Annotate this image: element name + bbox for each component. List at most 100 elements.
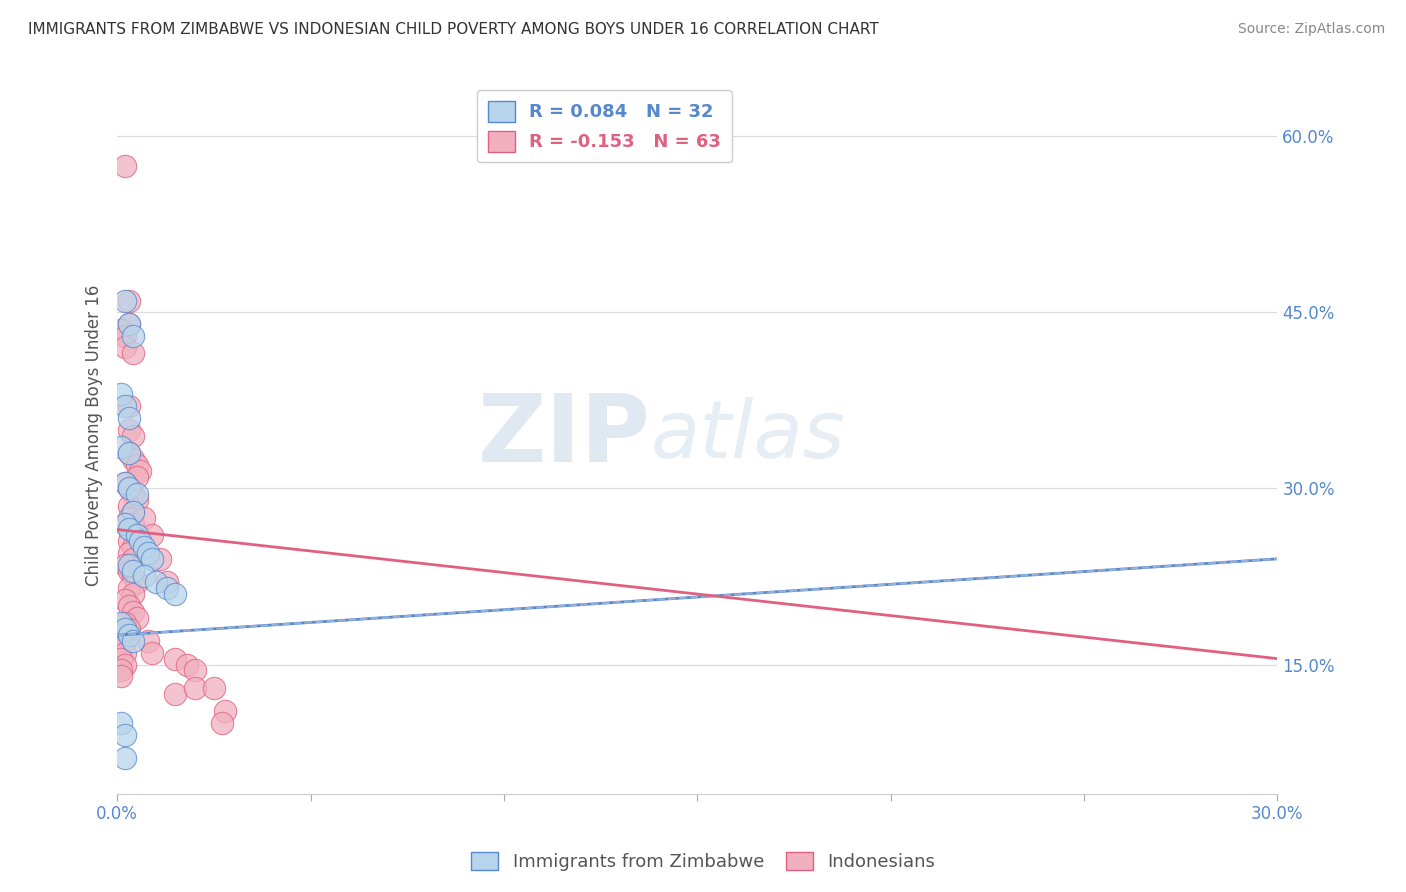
Point bbox=[149, 552, 172, 566]
Point bbox=[165, 651, 187, 665]
Point bbox=[118, 399, 141, 413]
Point bbox=[114, 475, 136, 490]
Point bbox=[121, 569, 143, 583]
Point bbox=[110, 669, 132, 683]
Point bbox=[114, 475, 136, 490]
Point bbox=[125, 528, 148, 542]
Point bbox=[118, 523, 141, 537]
Point bbox=[114, 657, 136, 672]
Point bbox=[121, 328, 143, 343]
Point bbox=[156, 581, 179, 595]
Point bbox=[134, 540, 156, 554]
Point bbox=[121, 346, 143, 360]
Point bbox=[118, 446, 141, 460]
Point bbox=[114, 558, 136, 572]
Point bbox=[114, 646, 136, 660]
Point bbox=[183, 681, 205, 695]
Point bbox=[114, 293, 136, 308]
Point bbox=[214, 705, 236, 719]
Point bbox=[121, 564, 143, 578]
Text: atlas: atlas bbox=[651, 397, 845, 475]
Point bbox=[118, 510, 141, 524]
Legend: R = 0.084   N = 32, R = -0.153   N = 63: R = 0.084 N = 32, R = -0.153 N = 63 bbox=[477, 90, 733, 162]
Point bbox=[129, 534, 152, 549]
Point bbox=[118, 581, 141, 595]
Point bbox=[136, 546, 159, 560]
Point bbox=[121, 505, 143, 519]
Point bbox=[121, 587, 143, 601]
Point bbox=[125, 469, 148, 483]
Point bbox=[134, 569, 156, 583]
Point bbox=[114, 728, 136, 742]
Text: Source: ZipAtlas.com: Source: ZipAtlas.com bbox=[1237, 22, 1385, 37]
Point bbox=[125, 575, 148, 590]
Point bbox=[118, 546, 141, 560]
Point bbox=[125, 610, 148, 624]
Point bbox=[121, 540, 143, 554]
Point bbox=[110, 716, 132, 731]
Point bbox=[121, 505, 143, 519]
Point bbox=[156, 575, 179, 590]
Point bbox=[114, 616, 136, 631]
Point bbox=[118, 499, 141, 513]
Point bbox=[110, 640, 132, 654]
Point bbox=[114, 328, 136, 343]
Point bbox=[118, 558, 141, 572]
Point bbox=[118, 446, 141, 460]
Point bbox=[141, 646, 163, 660]
Point bbox=[125, 458, 148, 472]
Point bbox=[110, 628, 132, 642]
Point bbox=[110, 323, 132, 337]
Point bbox=[165, 687, 187, 701]
Point bbox=[121, 634, 143, 648]
Point bbox=[141, 552, 163, 566]
Point bbox=[134, 510, 156, 524]
Point bbox=[118, 317, 141, 331]
Legend: Immigrants from Zimbabwe, Indonesians: Immigrants from Zimbabwe, Indonesians bbox=[464, 845, 942, 879]
Point bbox=[118, 423, 141, 437]
Point bbox=[125, 528, 148, 542]
Point bbox=[121, 428, 143, 442]
Point bbox=[125, 487, 148, 501]
Point bbox=[110, 651, 132, 665]
Point bbox=[141, 528, 163, 542]
Point bbox=[125, 493, 148, 508]
Point bbox=[176, 657, 198, 672]
Point bbox=[110, 616, 132, 631]
Text: ZIP: ZIP bbox=[478, 390, 651, 482]
Y-axis label: Child Poverty Among Boys Under 16: Child Poverty Among Boys Under 16 bbox=[86, 285, 103, 586]
Point bbox=[118, 482, 141, 496]
Point bbox=[121, 605, 143, 619]
Point bbox=[118, 628, 141, 642]
Point bbox=[121, 516, 143, 531]
Point bbox=[118, 564, 141, 578]
Point bbox=[114, 516, 136, 531]
Point bbox=[114, 341, 136, 355]
Point bbox=[121, 487, 143, 501]
Point bbox=[114, 751, 136, 765]
Point bbox=[110, 664, 132, 678]
Point bbox=[114, 622, 136, 636]
Point bbox=[114, 634, 136, 648]
Point bbox=[114, 159, 136, 173]
Point bbox=[121, 552, 143, 566]
Point bbox=[118, 411, 141, 425]
Point bbox=[110, 440, 132, 454]
Point bbox=[114, 593, 136, 607]
Point bbox=[118, 293, 141, 308]
Point bbox=[136, 634, 159, 648]
Point bbox=[118, 599, 141, 613]
Point bbox=[211, 716, 233, 731]
Text: IMMIGRANTS FROM ZIMBABWE VS INDONESIAN CHILD POVERTY AMONG BOYS UNDER 16 CORRELA: IMMIGRANTS FROM ZIMBABWE VS INDONESIAN C… bbox=[28, 22, 879, 37]
Point bbox=[129, 464, 152, 478]
Point bbox=[118, 534, 141, 549]
Point bbox=[118, 622, 141, 636]
Point bbox=[118, 482, 141, 496]
Point bbox=[202, 681, 225, 695]
Point bbox=[114, 399, 136, 413]
Point bbox=[118, 317, 141, 331]
Point bbox=[145, 575, 167, 590]
Point bbox=[110, 387, 132, 401]
Point bbox=[165, 587, 187, 601]
Point bbox=[121, 452, 143, 467]
